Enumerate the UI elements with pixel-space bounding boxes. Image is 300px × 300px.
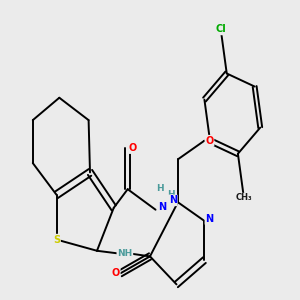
Text: Cl: Cl — [216, 24, 226, 34]
Text: H: H — [156, 184, 164, 193]
Text: S: S — [53, 235, 60, 244]
Text: N: N — [158, 202, 166, 212]
Text: O: O — [129, 143, 137, 153]
Text: O: O — [205, 136, 214, 146]
Text: O: O — [112, 268, 120, 278]
Text: N: N — [206, 214, 214, 224]
Text: N: N — [169, 195, 177, 206]
Text: NH: NH — [117, 249, 133, 258]
Text: H: H — [167, 190, 175, 199]
Text: CH₃: CH₃ — [235, 193, 252, 202]
